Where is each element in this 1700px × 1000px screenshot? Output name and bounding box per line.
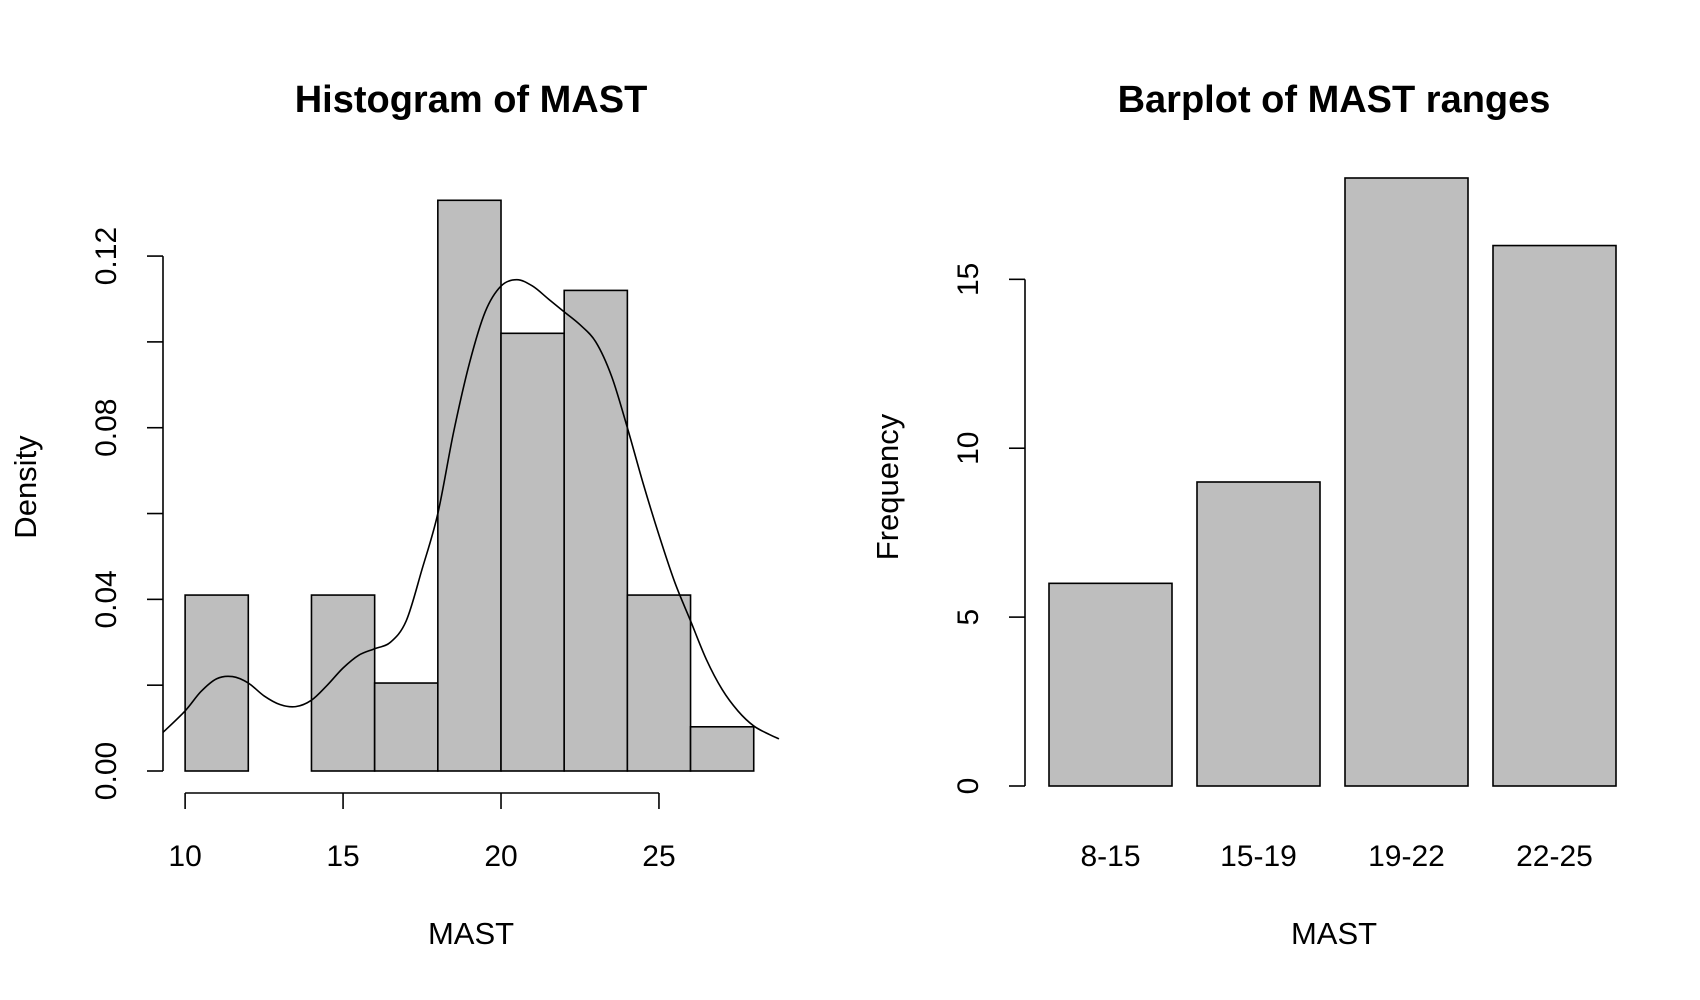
barplot-y-tick-label: 15 — [952, 263, 985, 296]
barplot-title: Barplot of MAST ranges — [1118, 79, 1551, 121]
histogram-x-tick-label: 25 — [642, 840, 675, 873]
barplot-bar — [1196, 481, 1321, 787]
barplot-panel: Barplot of MAST ranges MAST Frequency 0 5… — [870, 79, 1617, 951]
histogram-y-axis: 0.00 0.04 0.08 0.12 — [90, 227, 164, 800]
barplot-y-tick-label: 10 — [952, 432, 985, 465]
barplot-category-labels: 8-15 15-19 19-22 22-25 — [1080, 840, 1592, 873]
histogram-y-tick-label: 0.04 — [90, 570, 123, 628]
histogram-panel: Histogram of MAST MAST Density 0.000.040… — [8, 79, 780, 951]
density-curve — [162, 278, 780, 740]
histogram-x-axis: 10 15 20 25 — [168, 792, 676, 873]
histogram-bar — [689, 726, 755, 772]
histogram-bars — [184, 199, 755, 772]
histogram-x-tick-label: 20 — [484, 840, 517, 873]
barplot-y-axis-label: Frequency — [870, 413, 905, 560]
histogram-bar — [500, 332, 565, 772]
histogram-y-tick-label: 0.00 — [90, 742, 123, 800]
histogram-y-axis-label: Density — [8, 435, 43, 539]
barplot-bar — [1492, 244, 1617, 787]
barplot-category-label: 19-22 — [1368, 840, 1445, 873]
histogram-x-tick-label: 15 — [326, 840, 359, 873]
histogram-x-tick-label: 10 — [168, 840, 201, 873]
barplot-bar — [1048, 582, 1173, 787]
histogram-y-tick-label: 0.12 — [90, 227, 123, 285]
barplot-category-label: 8-15 — [1080, 840, 1140, 873]
histogram-x-axis-label: MAST — [428, 916, 514, 951]
histogram-y-tick-label: 0.08 — [90, 399, 123, 457]
histogram-bar — [437, 199, 502, 772]
density-curve-group — [162, 278, 780, 740]
barplot-category-label: 15-19 — [1220, 840, 1297, 873]
histogram-bar — [184, 594, 250, 772]
barplot-y-tick-label: 5 — [952, 609, 985, 626]
barplot-category-label: 22-25 — [1516, 840, 1593, 873]
barplot-bars — [1048, 177, 1617, 787]
barplot-y-axis: 0 5 10 15 — [952, 263, 1026, 795]
histogram-bar — [373, 682, 439, 772]
histogram-bar — [563, 289, 629, 772]
barplot-y-tick-label: 0 — [952, 778, 985, 795]
histogram-title: Histogram of MAST — [295, 79, 648, 121]
histogram-bar — [626, 594, 692, 772]
histogram-bar — [310, 594, 376, 772]
barplot-x-axis-label: MAST — [1291, 916, 1377, 951]
barplot-bar — [1344, 177, 1469, 787]
